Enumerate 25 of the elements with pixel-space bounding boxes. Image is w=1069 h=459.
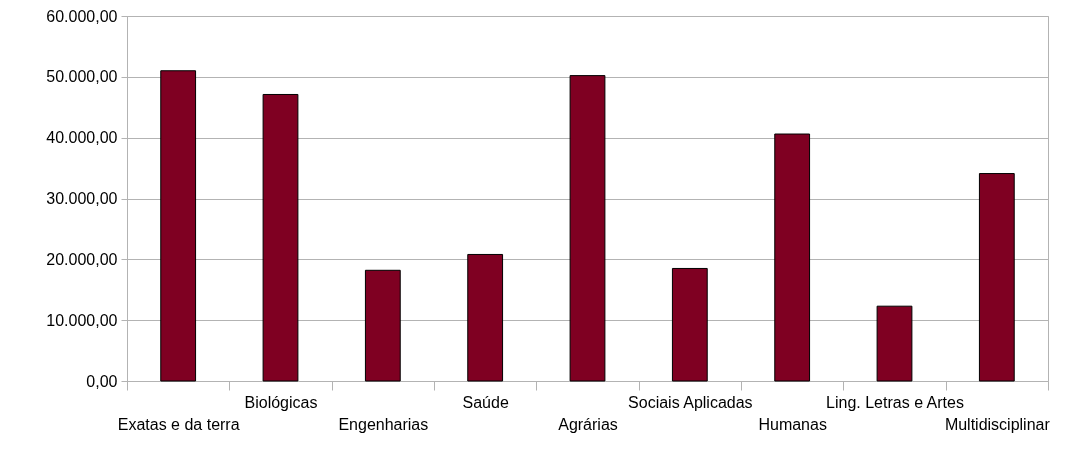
- x-tick-label: Agrárias: [558, 415, 618, 433]
- bar: [671, 267, 708, 382]
- x-tick-label: Saúde: [462, 393, 509, 411]
- bar: [364, 269, 401, 382]
- x-tick-label: Exatas e da terra: [117, 415, 240, 433]
- y-tick-label: 0,00: [86, 372, 118, 390]
- x-tick-label: Engenharias: [338, 415, 429, 433]
- bar: [467, 253, 504, 382]
- y-tick-label: 20.000,00: [46, 250, 118, 268]
- x-tick-label: Ling. Letras e Artes: [826, 393, 964, 411]
- bar: [569, 75, 606, 382]
- x-tick-label: Multidisciplinar: [944, 415, 1051, 433]
- y-tick-label: 40.000,00: [46, 129, 118, 147]
- bar: [978, 173, 1015, 382]
- bar: [876, 305, 913, 382]
- bar: [774, 133, 811, 382]
- y-tick-label: 50.000,00: [46, 68, 118, 86]
- bar: [160, 70, 197, 382]
- x-tick-label: Sociais Aplicadas: [628, 393, 753, 411]
- x-tick-label: Humanas: [758, 415, 827, 433]
- y-tick-label: 10.000,00: [46, 311, 118, 329]
- y-tick-label: 60.000,00: [46, 7, 118, 25]
- x-tick-label: Biológicas: [244, 393, 318, 411]
- bar: [262, 93, 299, 382]
- y-tick-label: 30.000,00: [46, 190, 118, 207]
